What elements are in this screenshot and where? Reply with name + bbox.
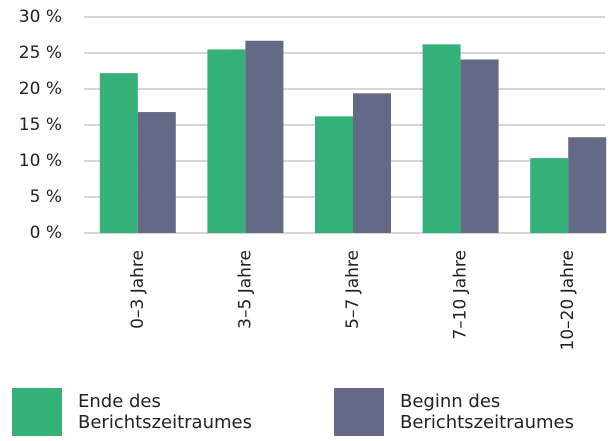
legend-label: Ende des Berichtszeitraumes — [78, 391, 252, 433]
y-tick-label: 25 % — [19, 43, 62, 63]
bar — [99, 73, 138, 233]
x-tick-label: 5–7 Jahre — [343, 250, 363, 329]
bar — [207, 49, 246, 234]
legend-item: Beginn des Berichtszeitraumes — [334, 388, 574, 436]
y-tick-label: 10 % — [19, 151, 62, 171]
x-tick-label: 0–3 Jahre — [128, 250, 148, 329]
bar — [460, 59, 499, 234]
bar — [568, 137, 607, 233]
bar — [353, 93, 391, 233]
bar — [245, 40, 284, 234]
y-tick-label: 20 % — [19, 79, 62, 99]
chart: 0 % 5 % 10 % 15 % 20 % 25 % 30 % 0–3 Jahre 3–5 J… — [19, 7, 607, 350]
bar — [137, 112, 176, 233]
legend-swatch — [12, 388, 62, 436]
x-tick-label: 7–10 Jahre — [451, 250, 471, 340]
x-tick-label: 3–5 Jahre — [235, 250, 255, 329]
y-tick-label: 15 % — [19, 115, 62, 135]
bar — [315, 116, 353, 233]
legend-swatch — [334, 388, 384, 436]
bar — [530, 158, 569, 233]
bar — [422, 44, 461, 233]
y-tick-label: 30 % — [19, 7, 62, 27]
x-tick-label: 10–20 Jahre — [558, 250, 578, 350]
legend-item: Ende des Berichtszeitraumes — [12, 388, 252, 436]
y-tick-label: 0 % — [30, 223, 62, 243]
legend-label: Beginn des Berichtszeitraumes — [400, 391, 574, 433]
y-tick-label: 5 % — [30, 187, 62, 207]
